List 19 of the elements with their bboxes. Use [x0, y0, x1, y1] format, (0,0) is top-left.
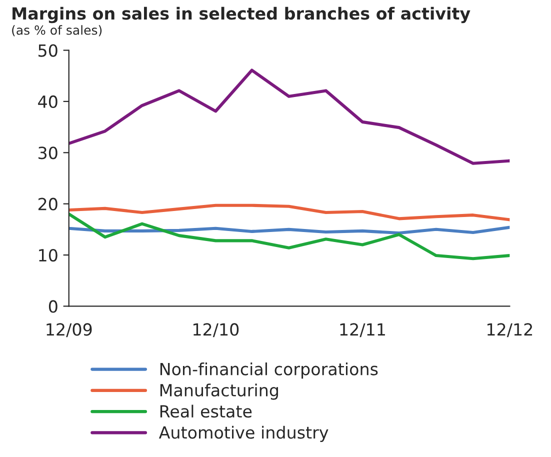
y-tick-label: 20	[38, 198, 58, 210]
x-tick-label: 12/10	[193, 323, 239, 338]
x-tick-label: 12/09	[46, 323, 92, 338]
legend-label: Real estate	[160, 404, 252, 418]
y-tick-label: 0	[48, 300, 58, 313]
line-series	[68, 212, 510, 260]
legend-label: Manufacturing	[160, 384, 278, 400]
y-tick-label: 50	[38, 44, 58, 57]
line-series	[68, 204, 510, 222]
line-series	[68, 68, 510, 165]
x-tick-label: 12/12	[487, 323, 532, 338]
y-tick-label: 10	[39, 248, 58, 262]
legend-label: Non-financial corporations	[160, 362, 378, 379]
x-tick-label: 12/11	[340, 323, 385, 338]
y-tick-label: 30	[38, 146, 58, 160]
y-tick-label: 40	[38, 95, 58, 108]
chart-title: Margins on sales in selected branches of activity	[12, 6, 470, 24]
legend-label: Automotive industry	[158, 426, 328, 442]
chart-subtitle: (as % of sales)	[12, 25, 102, 36]
